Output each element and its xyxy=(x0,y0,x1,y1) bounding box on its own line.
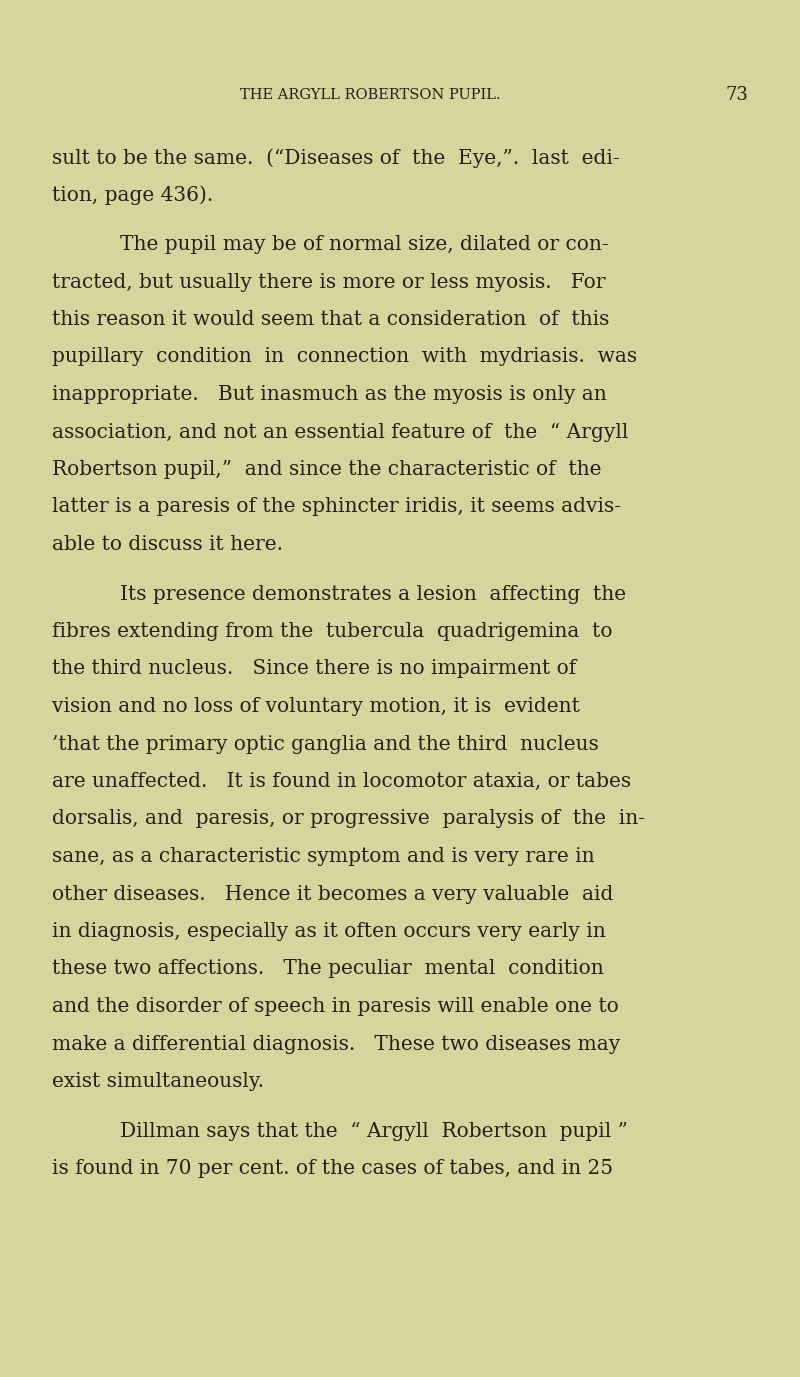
Text: ’that the primary optic ganglia and the third  nucleus: ’that the primary optic ganglia and the … xyxy=(52,734,598,753)
Text: sult to be the same.  (“Diseases of  the  Eye,”.  last  edi-: sult to be the same. (“Diseases of the E… xyxy=(52,147,620,168)
Text: pupillary  condition  in  connection  with  mydriasis.  was: pupillary condition in connection with m… xyxy=(52,347,637,366)
Text: these two affections.   The peculiar  mental  condition: these two affections. The peculiar menta… xyxy=(52,960,604,979)
Text: latter is a paresis of the sphincter iridis, it seems advis-: latter is a paresis of the sphincter iri… xyxy=(52,497,621,516)
Text: sane, as a characteristic symptom and is very rare in: sane, as a characteristic symptom and is… xyxy=(52,847,594,866)
Text: exist simultaneously.: exist simultaneously. xyxy=(52,1073,264,1091)
Text: Robertson pupil,”  and since the characteristic of  the: Robertson pupil,” and since the characte… xyxy=(52,460,602,479)
Text: 73: 73 xyxy=(725,85,748,105)
Text: THE ARGYLL ROBERTSON PUPIL.: THE ARGYLL ROBERTSON PUPIL. xyxy=(240,88,500,102)
Text: The pupil may be of normal size, dilated or con-: The pupil may be of normal size, dilated… xyxy=(120,235,609,253)
Text: tracted, but usually there is more or less myosis.   For: tracted, but usually there is more or le… xyxy=(52,273,606,292)
Text: inappropriate.   But inasmuch as the myosis is only an: inappropriate. But inasmuch as the myosi… xyxy=(52,386,606,403)
Text: tion, page 436).: tion, page 436). xyxy=(52,186,214,205)
Text: make a differential diagnosis.   These two diseases may: make a differential diagnosis. These two… xyxy=(52,1034,620,1053)
Text: is found in 70 per cent. of the cases of tabes, and in 25: is found in 70 per cent. of the cases of… xyxy=(52,1159,613,1177)
Text: able to discuss it here.: able to discuss it here. xyxy=(52,536,283,554)
Text: Dillman says that the  “ Argyll  Robertson  pupil ”: Dillman says that the “ Argyll Robertson… xyxy=(120,1121,628,1140)
Text: are unaffected.   It is found in locomotor ataxia, or tabes: are unaffected. It is found in locomotor… xyxy=(52,772,631,790)
Text: the third nucleus.   Since there is no impairment of: the third nucleus. Since there is no imp… xyxy=(52,660,576,679)
Text: vision and no loss of voluntary motion, it is  evident: vision and no loss of voluntary motion, … xyxy=(52,697,580,716)
Text: association, and not an essential feature of  the  “ Argyll: association, and not an essential featur… xyxy=(52,423,628,442)
Text: in diagnosis, especially as it often occurs very early in: in diagnosis, especially as it often occ… xyxy=(52,923,606,940)
Text: dorsalis, and  paresis, or progressive  paralysis of  the  in-: dorsalis, and paresis, or progressive pa… xyxy=(52,810,645,829)
Text: this reason it would seem that a consideration  of  this: this reason it would seem that a conside… xyxy=(52,310,610,329)
Text: Its presence demonstrates a lesion  affecting  the: Its presence demonstrates a lesion affec… xyxy=(120,584,626,603)
Text: fibres extending from the  tubercula  quadrigemina  to: fibres extending from the tubercula quad… xyxy=(52,622,613,642)
Text: and the disorder of speech in paresis will enable one to: and the disorder of speech in paresis wi… xyxy=(52,997,618,1016)
Text: other diseases.   Hence it becomes a very valuable  aid: other diseases. Hence it becomes a very … xyxy=(52,884,614,903)
